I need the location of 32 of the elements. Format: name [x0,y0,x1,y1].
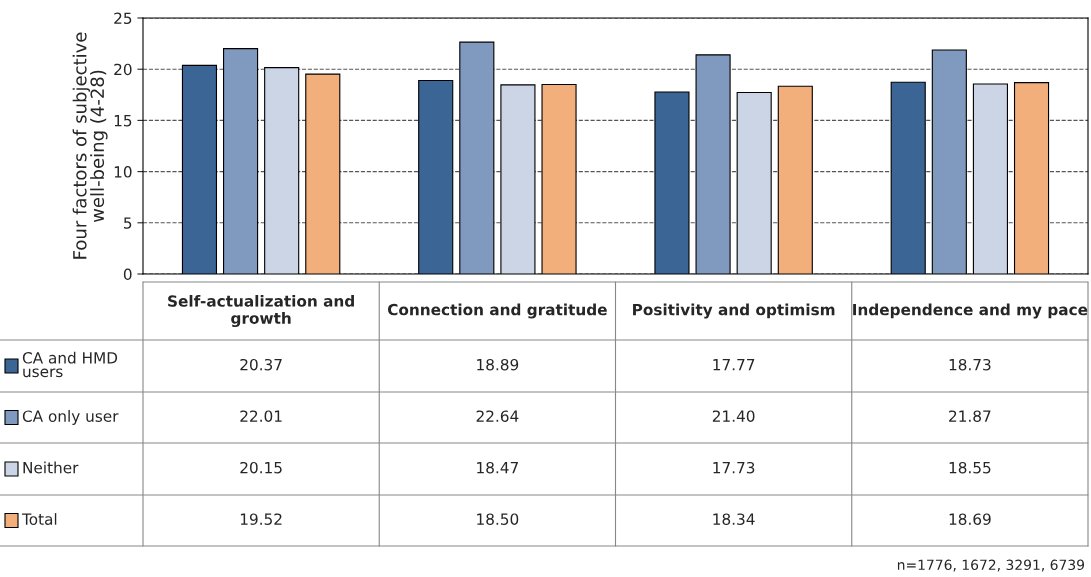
text: 18.34 [713,513,755,525]
text: 18.89 [477,358,519,371]
y-tick-label: 0 [123,268,132,281]
x-tick-label: Independence and my pace [853,303,1088,319]
text: 21.40 [712,410,755,422]
text: 20.37 [240,358,282,371]
text: 17.73 [713,461,755,474]
text: 19.52 [240,513,282,525]
text: n=1776, 1672, 3291, 6739 [897,559,1085,572]
x-tick-label: Positivity and optimism [633,303,835,319]
legend-label: Neither [23,461,79,474]
text: 18.47 [477,461,518,474]
text: 17.77 [713,359,755,371]
legend-label: Total [21,513,57,525]
text: 18.50 [477,513,519,525]
y-tick-label: 10 [114,166,132,178]
x-tick-label: Self-actualization and growth [168,294,354,328]
y-tick-label: 20 [114,63,132,76]
text: 18.69 [949,513,991,525]
text: 22.01 [240,410,282,422]
y-tick-label: 25 [114,12,132,25]
legend-label: CA only user [22,410,119,425]
text: 18.73 [949,358,991,371]
y-tick-label: 5 [124,217,132,229]
legend-label: CA and HMD users [22,351,118,378]
text: 18.55 [949,461,991,474]
y-tick-label: 15 [114,115,132,127]
text: 20.15 [240,461,282,474]
text: 21.87 [949,410,991,422]
y-axis-title: Four factors of subjective well-being (4-28) [72,32,108,259]
text: 22.64 [476,410,519,422]
x-tick-label: Connection and gratitude [387,303,607,319]
